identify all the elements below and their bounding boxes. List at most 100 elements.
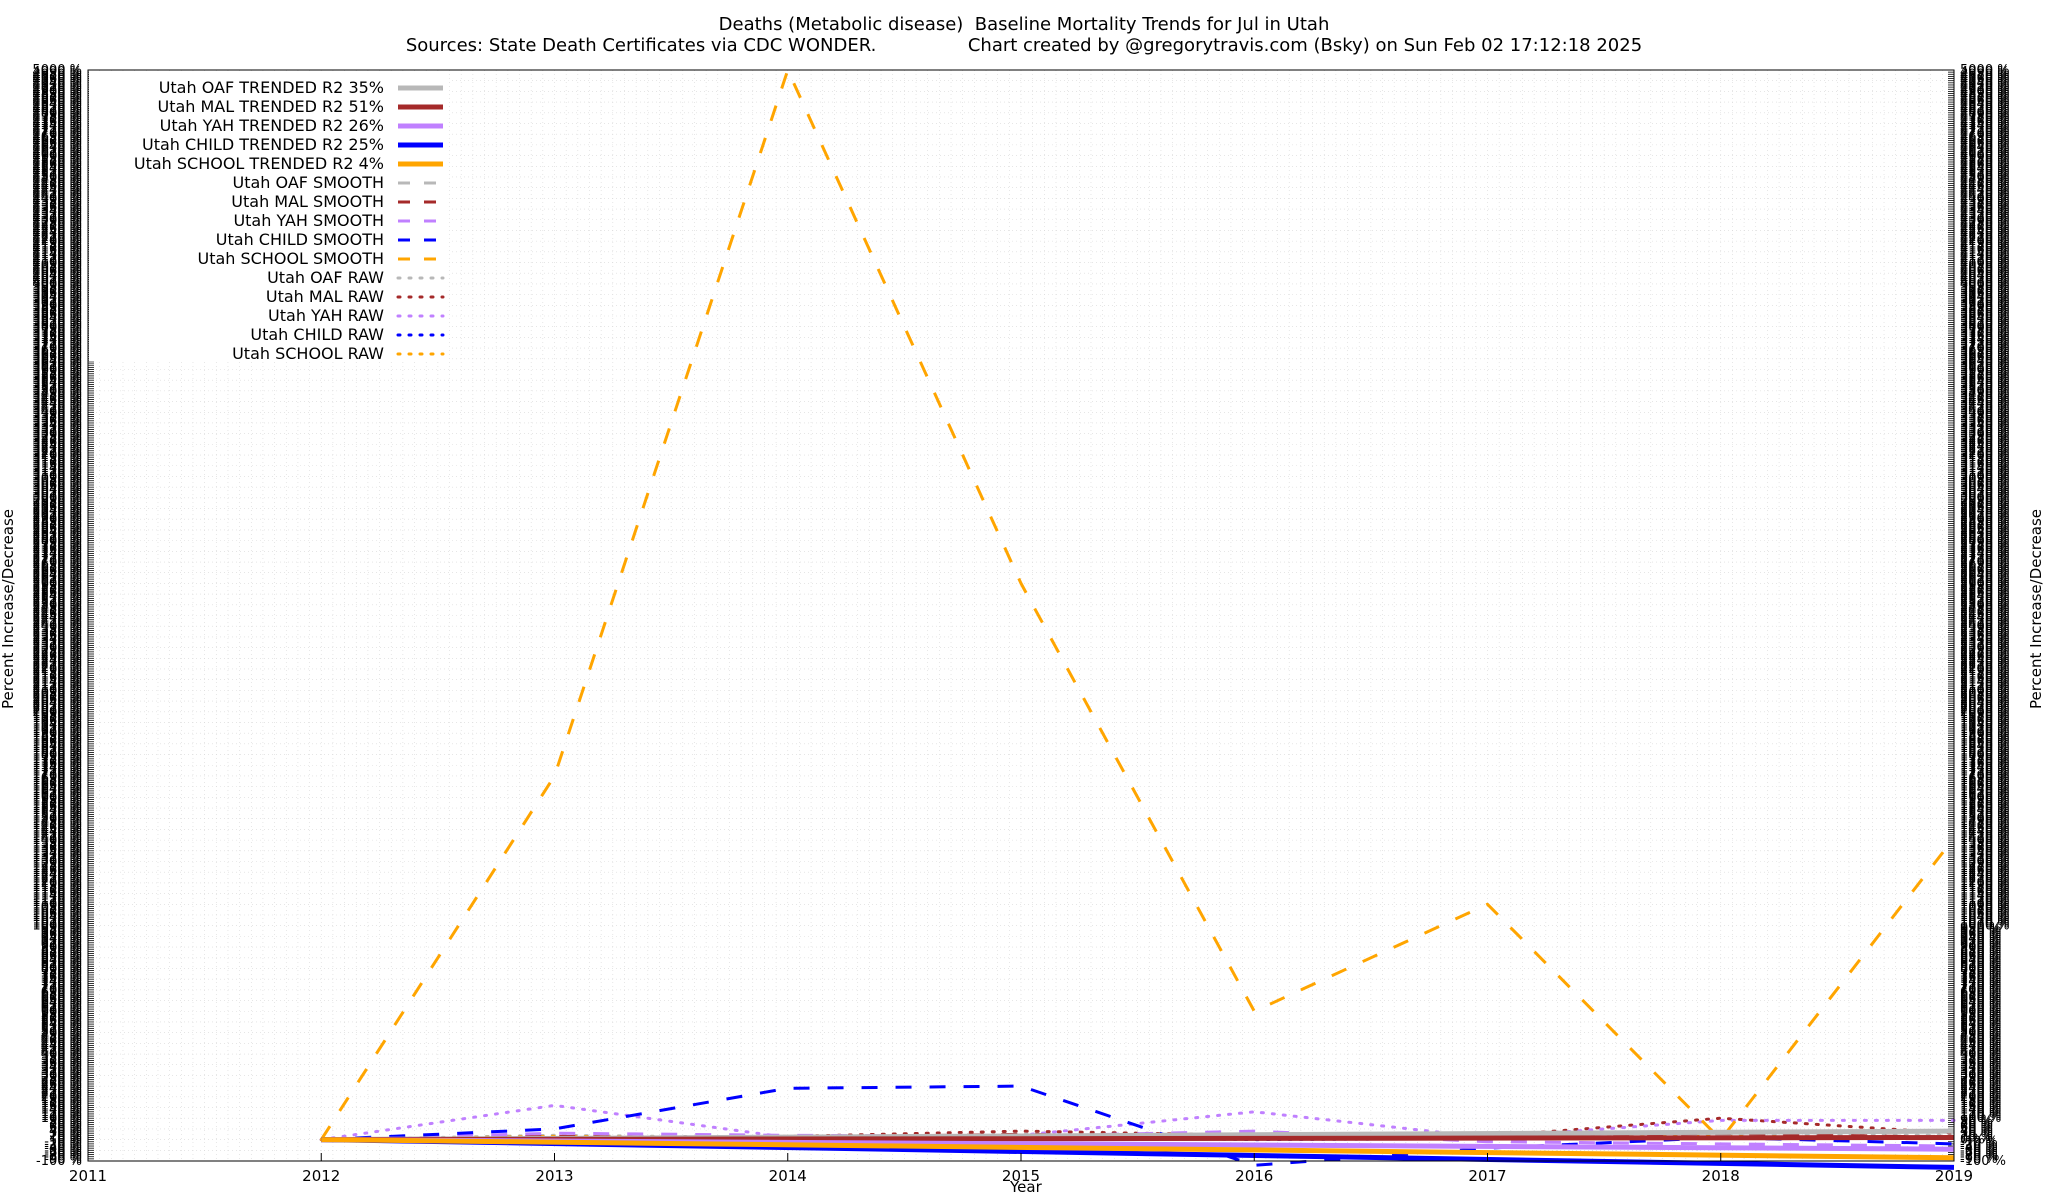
y-tick-label-left: 230 % — [41, 1083, 82, 1098]
y-tick-label-right: 3040 % — [1960, 482, 2010, 497]
y-tick-label-right: 1810 % — [1960, 745, 2010, 760]
y-tick-label-left: 3100 % — [32, 469, 82, 484]
y-tick-label-left: 250 % — [41, 1079, 82, 1094]
y-tick-label-right: 1480 % — [1960, 816, 2010, 831]
y-tick-label-left: 760 % — [41, 970, 82, 985]
y-tick-label-left: 1220 % — [32, 872, 82, 887]
y-tick-label-left: 2930 % — [32, 506, 82, 521]
y-tick-label-right: 80 % — [1960, 1115, 1993, 1130]
y-tick-label-right: 1270 % — [1960, 861, 2010, 876]
y-tick-label-right: 840 % — [1960, 953, 2001, 968]
y-tick-label-left: 100 % — [41, 1111, 82, 1126]
y-tick-label-left: 1550 % — [32, 801, 82, 816]
y-tick-label-left: 510 % — [41, 1024, 82, 1039]
y-tick-label-right: 2230 % — [1960, 656, 2010, 671]
y-tick-label-right: 1160 % — [1960, 884, 2010, 899]
y-tick-label-right: 930 % — [1960, 934, 2001, 949]
y-tick-label-left: 2990 % — [32, 493, 82, 508]
y-tick-label-right: 920 % — [1960, 936, 2001, 951]
y-tick-label-left: 1950 % — [32, 715, 82, 730]
y-tick-label-right: 290 % — [1960, 1071, 2001, 1086]
y-tick-label-left: 690 % — [41, 985, 82, 1000]
y-tick-label-left: 1380 % — [32, 837, 82, 852]
y-tick-label-right: 2140 % — [1960, 675, 2010, 690]
x-axis-label: Year — [1010, 1178, 1042, 1196]
y-tick-label-right: 250 % — [1960, 1079, 2001, 1094]
y-tick-label-left: 2570 % — [32, 583, 82, 598]
y-tick-label-right: 2040 % — [1960, 696, 2010, 711]
y-tick-label-right: 1030 % — [1960, 912, 2010, 927]
y-tick-label-right: 1320 % — [1960, 850, 2010, 865]
y-tick-label-left: 2060 % — [32, 692, 82, 707]
y-tick-label-right: 220 % — [1960, 1086, 2001, 1101]
y-axis-label-left: Percent Increase/Decrease — [0, 508, 18, 710]
y-tick-label-right: -60 % — [1960, 1145, 1998, 1160]
y-tick-label-right: 1680 % — [1960, 773, 2010, 788]
y-tick-label-right: 1360 % — [1960, 842, 2010, 857]
y-tick-label-right: 1800 % — [1960, 748, 2010, 763]
y-tick-label-left: 410 % — [41, 1045, 82, 1060]
y-tick-label-left: 2320 % — [32, 636, 82, 651]
y-tick-label-left: 2170 % — [32, 668, 82, 683]
y-tick-label-left: 2310 % — [32, 638, 82, 653]
y-tick-label-right: 3100 % — [1960, 469, 2010, 484]
y-tick-label-left: 1630 % — [32, 784, 82, 799]
y-tick-label-right: 420 % — [1960, 1043, 2001, 1058]
y-tick-label-left: 90 % — [49, 1113, 82, 1128]
y-tick-label-right: 1640 % — [1960, 782, 2010, 797]
y-tick-label-right: 2290 % — [1960, 643, 2010, 658]
y-tick-label-left: 2190 % — [32, 664, 82, 679]
y-tick-label-left: -30 % — [44, 1139, 82, 1154]
legend[interactable]: Utah OAF TRENDED R2 35%Utah MAL TRENDED … — [89, 71, 449, 363]
y-tick-label-left: 1620 % — [32, 786, 82, 801]
y-tick-label-left: 1790 % — [32, 750, 82, 765]
y-tick-label-right: 1310 % — [1960, 852, 2010, 867]
y-tick-label-right: 1610 % — [1960, 788, 2010, 803]
y-tick-label-right: 1540 % — [1960, 803, 2010, 818]
y-tick-label-right: 820 % — [1960, 957, 2001, 972]
y-tick-label-right: 2080 % — [1960, 688, 2010, 703]
y-tick-label-left: 2140 % — [32, 675, 82, 690]
y-tick-label-left: 1590 % — [32, 792, 82, 807]
y-tick-label-left: 1660 % — [32, 777, 82, 792]
y-tick-label-left: 1860 % — [32, 735, 82, 750]
y-tick-label-right: 760 % — [1960, 970, 2001, 985]
y-tick-label-left: 520 % — [41, 1021, 82, 1036]
y-tick-label-right: 1190 % — [1960, 878, 2010, 893]
y-tick-label-right: 260 % — [1960, 1077, 2001, 1092]
y-tick-label-right: 1150 % — [1960, 887, 2010, 902]
y-tick-label-right: 2090 % — [1960, 686, 2010, 701]
y-tick-label-left: 950 % — [41, 929, 82, 944]
y-tick-label-right: -100 % — [1960, 1154, 2006, 1169]
y-tick-label-left: 1260 % — [32, 863, 82, 878]
y-tick-label-left: 2470 % — [32, 604, 82, 619]
y-tick-label-left: 850 % — [41, 951, 82, 966]
y-tick-label-right: 20 % — [1960, 1128, 1993, 1143]
y-tick-label-left: 280 % — [41, 1073, 82, 1088]
y-tick-label-left: 2910 % — [32, 510, 82, 525]
y-tick-label-right: 2680 % — [1960, 559, 2010, 574]
y-tick-label-right: 2610 % — [1960, 574, 2010, 589]
y-tick-label-left: 1820 % — [32, 743, 82, 758]
y-tick-label-right: 900 % — [1960, 940, 2001, 955]
y-tick-label-left: 930 % — [41, 934, 82, 949]
x-tick-label: 2014 — [769, 1167, 807, 1185]
y-axis-label-right: Percent Increase/Decrease — [2027, 508, 2046, 710]
y-tick-label-left: 2160 % — [32, 671, 82, 686]
y-tick-label-right: 2940 % — [1960, 504, 2010, 519]
y-tick-label-right: 140 % — [1960, 1103, 2001, 1118]
y-tick-label-right: 2330 % — [1960, 634, 2010, 649]
y-tick-label-left: 1610 % — [32, 788, 82, 803]
y-tick-label-left: 1840 % — [32, 739, 82, 754]
y-tick-label-left: -100 % — [36, 1154, 82, 1169]
y-tick-label-right: 1180 % — [1960, 880, 2010, 895]
y-tick-label-left: 1320 % — [32, 850, 82, 865]
y-tick-label-left: 1180 % — [32, 880, 82, 895]
y-tick-label-left: 5000 % — [32, 63, 82, 78]
y-tick-label-left: 1130 % — [32, 891, 82, 906]
y-tick-label-right: 1950 % — [1960, 715, 2010, 730]
y-tick-label-left: 2030 % — [32, 698, 82, 713]
y-tick-label-left: 2420 % — [32, 615, 82, 630]
y-tick-label-right: 320 % — [1960, 1064, 2001, 1079]
y-tick-label-left: 2460 % — [32, 606, 82, 621]
